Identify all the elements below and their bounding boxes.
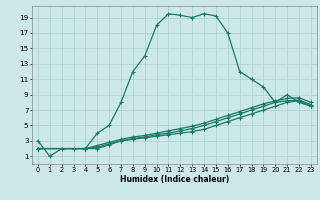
X-axis label: Humidex (Indice chaleur): Humidex (Indice chaleur)	[120, 175, 229, 184]
